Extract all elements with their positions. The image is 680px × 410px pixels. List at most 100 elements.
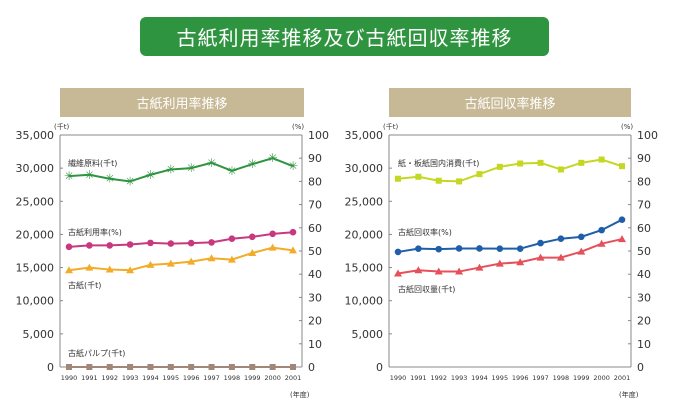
x-unit: (年度) [619,390,639,399]
data-point [268,243,277,251]
data-point [106,242,114,249]
data-point [394,269,402,277]
data-point [86,364,93,370]
data-point [598,156,605,163]
series-label: 繊維原料(千t) [68,158,117,168]
data-point [537,159,544,166]
series-label: 古紙利用率(%) [68,227,122,237]
left-tick-label: 15,000 [16,262,55,275]
series-2: 古紙利用率(%) [65,227,297,251]
data-point [289,228,297,236]
data-point [537,239,544,247]
data-point [66,364,72,370]
x-tick-label: 1994 [142,374,159,382]
right-tick-label: 70 [637,199,651,212]
data-point [290,364,296,370]
data-point: ✳ [268,151,278,165]
data-point [455,245,463,252]
data-point [415,245,422,252]
data-point [618,235,626,243]
right-tick-label: 40 [637,268,651,281]
series-3: 古紙回収量(千t) [394,235,626,294]
data-point [207,254,216,262]
data-point [495,259,504,267]
data-point [618,216,626,223]
data-point [65,266,73,274]
right-tick-label: 90 [637,152,651,165]
x-tick-label: 1996 [183,374,200,382]
right-unit: (%) [621,123,633,131]
left-tick-label: 25,000 [345,195,384,208]
right-tick-label: 30 [308,291,322,304]
data-point [476,171,483,178]
chart-1: 0 5,000 10,000 15,000 20,000 25,000 30,000 35,0… [16,122,330,399]
data-point: ✳ [247,157,257,171]
series-label: 古紙(千t) [68,280,101,290]
data-point [456,178,463,185]
left-tick-label: 0 [47,361,54,374]
data-point [597,239,606,247]
left-unit: (千t) [54,122,69,131]
series-label: 古紙回収量(千t) [398,284,455,294]
x-tick-label: 2000 [264,374,281,382]
data-point: ✳ [186,161,196,175]
left-tick-label: 30,000 [345,162,384,175]
data-point: ✳ [166,162,176,176]
data-point: ✳ [207,156,217,170]
data-point [598,226,605,234]
series-line [68,231,294,248]
chart-2: 0 5,000 10,000 15,000 20,000 25,000 30,000 35,0… [345,122,659,399]
data-point [85,263,94,271]
data-point [435,177,442,184]
x-tick-label: 1996 [512,374,529,382]
data-point [516,258,525,266]
left-chart-title: 古紙利用率推移 [60,88,304,117]
data-point [187,257,196,265]
x-tick-label: 1993 [122,374,139,382]
data-point [105,265,114,273]
data-point [208,364,215,370]
data-point [536,253,545,261]
data-point [86,242,93,249]
data-point [147,364,154,370]
data-point [414,266,423,274]
right-unit: (%) [292,123,304,131]
right-tick-label: 40 [308,268,322,281]
left-tick-label: 10,000 [16,295,55,308]
x-tick-label: 2001 [614,374,631,382]
data-point [557,235,565,243]
data-point [187,239,195,247]
right-tick-label: 0 [637,361,644,374]
data-point [126,241,134,248]
right-tick-label: 30 [637,291,651,304]
series-label: 古紙パルプ(千t) [68,348,125,358]
data-point [127,364,134,370]
data-point [65,243,73,251]
series-1: ✳ ✳ ✳ ✳ ✳ ✳ ✳ ✳✳ ✳ ✳✳繊維原料(千t) [64,151,298,188]
right-chart-title: 古紙回収率推移 [389,88,631,117]
right-tick-label: 80 [637,175,651,188]
data-point [475,263,484,271]
left-tick-label: 5,000 [23,328,55,341]
data-point [395,175,401,182]
series-line [68,157,294,183]
x-tick-label: 1999 [244,374,261,382]
data-point [435,245,443,253]
data-point [556,253,565,261]
left-tick-label: 35,000 [16,129,55,142]
data-point [147,239,154,247]
left-tick-label: 5,000 [352,328,384,341]
data-point [496,245,504,252]
right-tick-label: 60 [637,222,651,235]
series-3: 古紙(千t) [65,243,297,290]
right-tick-label: 20 [308,315,322,328]
data-point [188,364,195,370]
x-tick-label: 1991 [410,374,427,382]
data-point [228,235,236,243]
x-tick-label: 1997 [203,374,220,382]
data-point: ✳ [145,168,155,182]
data-point [577,233,585,241]
series-1: 紙・板紙国内消費(千t) [395,156,625,185]
data-point [619,163,625,170]
